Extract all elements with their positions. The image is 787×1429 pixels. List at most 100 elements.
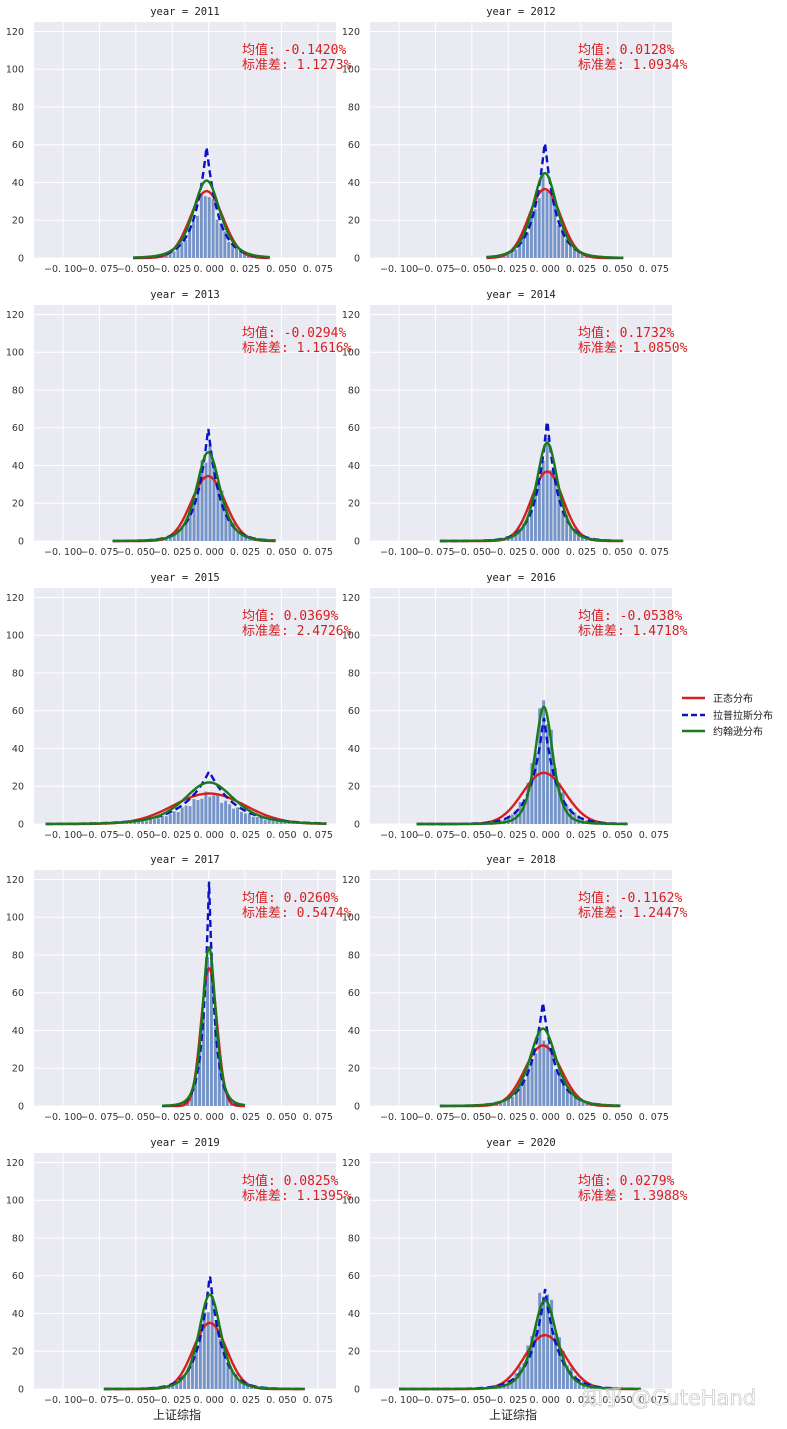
histogram-bar — [180, 242, 184, 258]
histogram-bar — [234, 1374, 238, 1389]
histogram-bar — [207, 197, 211, 258]
histogram-bar — [184, 805, 188, 824]
panel-2012: −0. 100−0. 075−0. 050−0. 025 0. 000 0. 025… — [342, 6, 688, 275]
x-tick-label: −0. 050 — [117, 547, 155, 558]
y-tick-label: 20 — [348, 216, 360, 227]
panel-title: year = 2016 — [486, 572, 556, 584]
histogram-bar — [176, 812, 180, 824]
histogram-bar — [526, 782, 530, 824]
mean-annotation: 均值: -0.0294% — [242, 325, 346, 341]
johnson-fit-line — [439, 1027, 621, 1108]
panel-title: year = 2012 — [486, 6, 556, 18]
histogram-bar — [236, 807, 240, 824]
plot-area — [370, 305, 672, 541]
y-tick-label: 80 — [12, 950, 24, 961]
panel-2017: −0. 100−0. 075−0. 050−0. 025 0. 000 0. 025… — [6, 854, 352, 1123]
histogram-bar — [514, 533, 518, 541]
plot-area — [34, 1153, 336, 1389]
histogram-bar — [200, 798, 204, 824]
y-tick-label: 80 — [12, 668, 24, 679]
x-tick-label: −0. 025 — [489, 1112, 527, 1123]
x-tick-label: 0. 050 — [266, 264, 296, 275]
x-tick-label: 0. 025 — [566, 830, 596, 841]
x-tick-label: 0. 075 — [639, 264, 669, 275]
histogram-bar — [518, 1366, 522, 1389]
x-tick-label: 0. 050 — [266, 1395, 296, 1406]
x-tick-label: −0. 025 — [153, 1395, 191, 1406]
histogram-bar — [180, 807, 184, 824]
x-tick-label: 0. 075 — [639, 1395, 669, 1406]
histogram-bar — [214, 1320, 218, 1389]
histogram-bar — [194, 1079, 198, 1106]
histogram-bar — [558, 1072, 561, 1106]
histogram-bar — [202, 1013, 206, 1106]
histogram-bar — [514, 1090, 518, 1106]
x-tick-label: −0. 075 — [416, 547, 454, 558]
histogram-bar — [534, 1325, 538, 1389]
x-tick-label: −0. 100 — [380, 830, 418, 841]
histogram-bar — [152, 818, 156, 824]
histogram-bar — [538, 1031, 542, 1106]
histogram-bar — [219, 223, 223, 258]
histogram-bar — [235, 248, 239, 258]
histogram-bar — [232, 522, 236, 541]
histogram-bar — [541, 173, 545, 258]
x-tick-label: 0. 025 — [230, 1395, 260, 1406]
y-tick-label: 60 — [12, 1271, 24, 1282]
histogram-bar — [538, 708, 542, 824]
johnson-fit-line — [399, 1299, 641, 1391]
std-annotation: 标准差: 2.4726% — [242, 624, 352, 639]
x-tick-label: 0. 025 — [230, 1112, 260, 1123]
histogram-bar — [565, 1365, 569, 1389]
histogram-bar — [190, 1092, 194, 1106]
histogram-bar — [156, 818, 160, 824]
histogram-bar — [196, 800, 200, 824]
x-tick-label: 0. 075 — [303, 1395, 333, 1406]
histogram-bar — [526, 232, 529, 258]
histogram-bar — [224, 509, 228, 541]
histogram-bar — [220, 490, 224, 541]
panel-2013: −0. 100−0. 075−0. 050−0. 025 0. 000 0. 025… — [6, 289, 352, 558]
histogram-bar — [271, 820, 275, 824]
y-tick-label: 0 — [354, 1102, 360, 1113]
histogram-bar — [529, 215, 533, 258]
y-tick-label: 60 — [12, 988, 24, 999]
x-tick-label: −0. 075 — [416, 830, 454, 841]
std-annotation: 标准差: 1.0934% — [578, 58, 688, 73]
x-tick-label: −0. 025 — [489, 547, 527, 558]
histogram-bar — [222, 1344, 226, 1389]
histogram-bar — [232, 808, 236, 824]
x-tick-label: 0. 000 — [194, 547, 224, 558]
x-tick-label: −0. 075 — [80, 1112, 118, 1123]
x-tick-label: −0. 100 — [44, 830, 82, 841]
histogram-bar — [287, 822, 291, 824]
x-tick-label: 0. 000 — [194, 1395, 224, 1406]
histogram-bar — [220, 802, 224, 824]
histogram-bar — [267, 819, 271, 824]
y-tick-label: 0 — [354, 820, 360, 831]
histogram-bar — [183, 1375, 187, 1389]
histogram-bar — [224, 800, 228, 824]
histogram-bar — [255, 816, 259, 824]
histogram-bar — [208, 796, 212, 824]
plot-area — [370, 588, 672, 824]
x-tick-label: −0. 075 — [416, 264, 454, 275]
std-annotation: 标准差: 1.1273% — [242, 58, 352, 73]
histogram-bar — [510, 536, 514, 541]
histogram-bar — [213, 1027, 217, 1106]
x-tick-label: −0. 050 — [453, 1395, 491, 1406]
histogram-bar — [580, 536, 584, 541]
histogram-bar — [198, 1329, 202, 1389]
legend-label-johnson: 约翰逊分布 — [713, 725, 763, 738]
histogram-bar — [188, 505, 192, 541]
histogram-bar — [561, 510, 565, 541]
x-tick-label: −0. 100 — [44, 1112, 82, 1123]
histogram-bar — [196, 482, 200, 541]
histogram-bar — [202, 1312, 206, 1389]
histogram-bar — [242, 1382, 246, 1389]
histogram-bar — [522, 1363, 526, 1389]
histogram-bar — [263, 819, 267, 824]
y-tick-label: 100 — [342, 1196, 360, 1207]
histogram-bar — [247, 813, 251, 824]
y-tick-label: 40 — [12, 744, 24, 755]
